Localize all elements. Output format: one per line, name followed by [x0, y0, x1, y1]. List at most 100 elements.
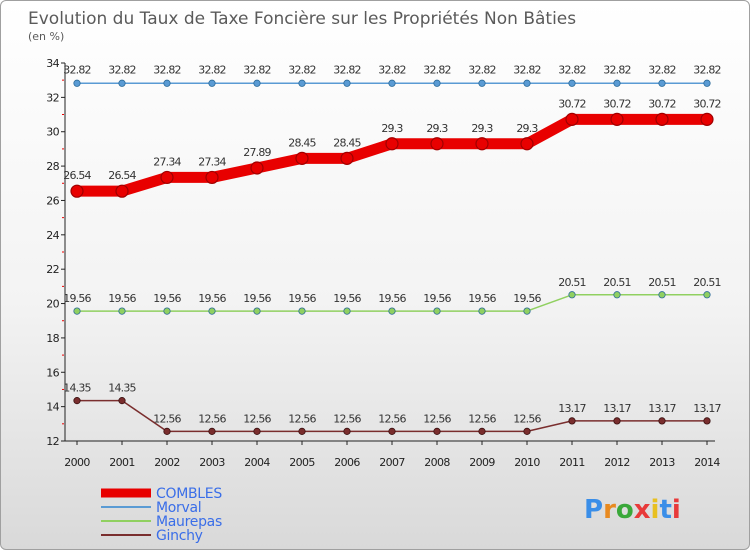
series-point-maurepas: [388, 307, 396, 315]
data-label-ginchy: 13.17: [558, 402, 586, 415]
series-point-ginchy: [478, 427, 486, 435]
chart-title: Evolution du Taux de Taxe Foncière sur l…: [28, 9, 576, 29]
data-label-combles: 30.72: [648, 97, 676, 110]
data-label-morval: 32.82: [603, 63, 631, 76]
data-label-ginchy: 13.17: [648, 402, 676, 415]
series-point-ginchy: [163, 427, 171, 435]
x-tick-label: 2001: [109, 456, 135, 469]
series-point-ginchy: [703, 417, 711, 425]
x-tick-label: 2012: [604, 456, 630, 469]
series-point-morval: [658, 79, 666, 87]
data-label-ginchy: 12.56: [288, 412, 316, 425]
series-point-maurepas: [343, 307, 351, 315]
series-point-maurepas: [118, 307, 126, 315]
data-label-combles: 26.54: [63, 169, 91, 182]
series-point-combles: [70, 184, 84, 198]
series-point-maurepas: [298, 307, 306, 315]
data-label-morval: 32.82: [693, 63, 721, 76]
data-label-morval: 32.82: [153, 63, 181, 76]
series-point-combles: [655, 112, 669, 126]
data-label-ginchy: 12.56: [153, 412, 181, 425]
series-point-morval: [568, 79, 576, 87]
data-label-morval: 32.82: [558, 63, 586, 76]
x-tick-label: 2006: [334, 456, 360, 469]
proxiti-logo: Proxiti: [584, 495, 681, 525]
series-point-ginchy: [433, 427, 441, 435]
data-label-morval: 32.82: [243, 63, 271, 76]
series-point-combles: [205, 170, 219, 185]
data-label-ginchy: 12.56: [378, 412, 406, 425]
data-label-morval: 32.82: [288, 63, 316, 76]
series-point-morval: [298, 79, 306, 87]
legend-label-maurepas: Maurepas: [156, 514, 222, 530]
series-point-combles: [475, 137, 489, 151]
series-point-maurepas: [253, 307, 261, 315]
series-point-combles: [115, 184, 129, 198]
data-label-combles: 30.72: [693, 97, 721, 110]
x-tick-label: 2003: [199, 456, 225, 469]
series-point-maurepas: [568, 291, 576, 299]
y-tick-label: 30: [46, 126, 59, 139]
x-tick-label: 2008: [424, 456, 450, 469]
series-point-maurepas: [433, 307, 441, 315]
series-point-morval: [208, 79, 216, 87]
data-label-maurepas: 20.51: [603, 276, 631, 289]
y-tick-label: 12: [46, 435, 59, 448]
series-point-combles: [295, 151, 309, 165]
data-label-combles: 29.3: [516, 122, 538, 135]
series-point-maurepas: [613, 291, 621, 299]
data-label-maurepas: 20.51: [693, 276, 721, 289]
series-point-ginchy: [523, 427, 531, 435]
series-point-combles: [610, 112, 624, 126]
series-point-ginchy: [343, 427, 351, 435]
series-point-combles: [385, 137, 399, 151]
series-point-maurepas: [163, 307, 171, 315]
data-label-morval: 32.82: [423, 63, 451, 76]
data-label-combles: 29.3: [471, 122, 493, 135]
data-label-combles: 26.54: [108, 169, 136, 182]
data-label-combles: 27.89: [243, 146, 271, 159]
data-label-maurepas: 19.56: [63, 292, 91, 305]
data-label-morval: 32.82: [648, 63, 676, 76]
series-point-maurepas: [73, 307, 81, 315]
data-label-ginchy: 12.56: [423, 412, 451, 425]
data-label-ginchy: 12.56: [513, 412, 541, 425]
data-label-combles: 28.45: [288, 136, 316, 149]
series-point-maurepas: [658, 291, 666, 299]
x-tick-label: 2007: [379, 456, 405, 469]
series-point-ginchy: [568, 417, 576, 425]
y-tick-label: 20: [46, 298, 59, 311]
series-point-ginchy: [118, 397, 126, 405]
series-point-ginchy: [298, 427, 306, 435]
data-label-ginchy: 12.56: [198, 412, 226, 425]
legend-label-combles: COMBLES: [156, 486, 222, 502]
data-label-morval: 32.82: [333, 63, 361, 76]
data-label-morval: 32.82: [108, 63, 136, 76]
y-tick-label: 26: [46, 194, 59, 207]
series-point-morval: [478, 79, 486, 87]
series-point-ginchy: [208, 427, 216, 435]
x-tick-label: 2004: [244, 456, 270, 469]
x-tick-label: 2009: [469, 456, 495, 469]
series-point-maurepas: [478, 307, 486, 315]
series-point-combles: [430, 137, 444, 151]
y-tick-label: 14: [46, 401, 59, 414]
data-label-maurepas: 20.51: [648, 276, 676, 289]
series-point-morval: [433, 79, 441, 87]
data-label-maurepas: 19.56: [198, 292, 226, 305]
data-label-maurepas: 20.51: [558, 276, 586, 289]
series-point-maurepas: [523, 307, 531, 315]
y-tick-label: 18: [46, 332, 59, 345]
legend-label-morval: Morval: [156, 500, 201, 516]
series-point-ginchy: [658, 417, 666, 425]
data-label-maurepas: 19.56: [153, 292, 181, 305]
data-label-maurepas: 19.56: [243, 292, 271, 305]
y-tick-label: 24: [46, 229, 59, 242]
data-label-ginchy: 12.56: [333, 412, 361, 425]
data-label-ginchy: 12.56: [468, 412, 496, 425]
data-label-maurepas: 19.56: [333, 292, 361, 305]
data-label-morval: 32.82: [378, 63, 406, 76]
data-label-combles: 30.72: [603, 97, 631, 110]
